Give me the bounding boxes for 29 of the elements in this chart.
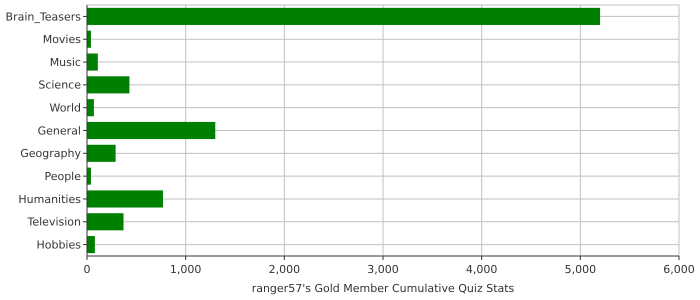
bar: [87, 144, 116, 162]
bar: [87, 30, 91, 48]
x-tick-label: 1,000: [170, 263, 202, 276]
y-tick-label: General: [38, 124, 81, 138]
bar: [87, 8, 600, 25]
y-tick-label: Science: [38, 78, 82, 92]
y-tick-label: Hobbies: [36, 238, 82, 252]
y-tick-label: Brain_Teasers: [6, 10, 82, 24]
x-tick-label: 0: [84, 263, 90, 276]
bar: [87, 190, 163, 208]
bar: [87, 122, 216, 140]
x-tick-label: 5,000: [564, 263, 596, 276]
y-tick-label: Music: [50, 56, 81, 69]
y-tick-label: People: [44, 170, 82, 183]
x-axis-title: ranger57's Gold Member Cumulative Quiz Stats: [252, 282, 515, 295]
y-tick-label: World: [49, 102, 81, 115]
y-tick-label: Television: [26, 216, 82, 229]
y-tick-label: Geography: [20, 147, 82, 160]
bar: [87, 76, 130, 94]
bar: [87, 99, 94, 116]
x-tick-label: 6,000: [663, 263, 695, 276]
y-tick-label: Movies: [42, 33, 82, 46]
x-tick-label: 3,000: [367, 263, 399, 276]
bar: [87, 53, 98, 71]
x-tick-label: 4,000: [466, 263, 498, 276]
bar: [87, 236, 95, 254]
y-tick-label: Humanities: [18, 192, 82, 206]
x-tick-label: 2,000: [268, 263, 300, 276]
bar: [87, 213, 124, 230]
